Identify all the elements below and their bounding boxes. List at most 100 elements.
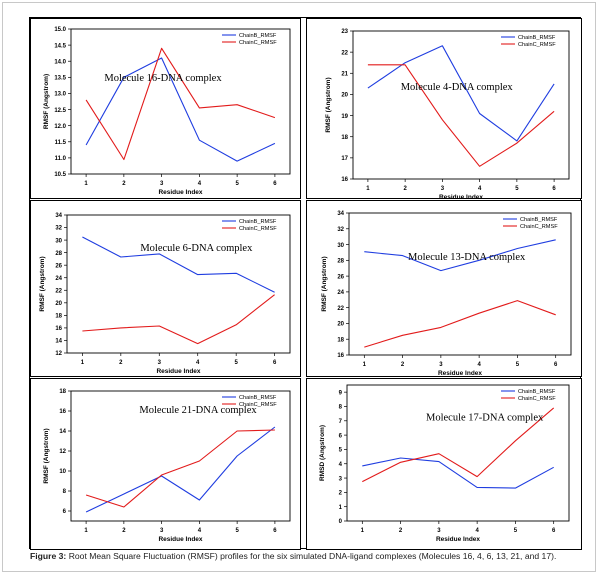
y-tick-label: 16 bbox=[341, 177, 348, 183]
plot-area bbox=[346, 384, 570, 522]
y-axis-label: RMSF (Angstrom) bbox=[43, 74, 50, 129]
y-tick-label: 4 bbox=[339, 462, 343, 468]
chart-grid: 10.5 11.0 11.5 12.0 12.5 13.0 13.5 14.0 14.5 15.0… bbox=[29, 17, 582, 550]
x-tick-label: 4 bbox=[198, 528, 202, 534]
plot-area bbox=[70, 28, 291, 175]
x-tick-label: 5 bbox=[516, 362, 520, 368]
x-tick-label: 3 bbox=[158, 360, 162, 366]
chart-panel-molecule-16: 10.5 11.0 11.5 12.0 12.5 13.0 13.5 14.0 14.5 15.0… bbox=[30, 18, 301, 199]
y-tick-label: 15.0 bbox=[54, 27, 66, 33]
chart-panel-molecule-21: 6 8 10 12 14 16 18 1 2 3 4 5 6 Residue Index RMSF (Ang… bbox=[30, 378, 301, 550]
x-axis-label: Residue Index bbox=[158, 536, 202, 543]
y-tick-label: 10 bbox=[59, 469, 66, 475]
y-tick-label: 13.5 bbox=[54, 76, 66, 82]
y-tick-label: 30 bbox=[337, 243, 344, 249]
y-tick-label: 28 bbox=[337, 259, 344, 265]
y-tick-label: 22 bbox=[341, 50, 348, 56]
x-tick-label: 3 bbox=[160, 528, 164, 534]
y-tick-label: 14.0 bbox=[54, 59, 66, 65]
legend-label: ChainB_RMSF bbox=[239, 395, 277, 401]
series-line-chainc-rmsf bbox=[85, 429, 275, 508]
y-axis-label: RMSF (Angstrom) bbox=[43, 428, 50, 483]
x-tick-label: 1 bbox=[366, 186, 370, 192]
legend-label: ChainB_RMSF bbox=[239, 219, 277, 225]
y-tick-label: 14 bbox=[55, 339, 62, 345]
y-tick-label: 20 bbox=[341, 93, 348, 99]
x-tick-label: 3 bbox=[441, 186, 445, 192]
x-tick-label: 2 bbox=[119, 360, 123, 366]
series-line-chainb-rmsf bbox=[367, 45, 555, 142]
y-tick-label: 18 bbox=[341, 135, 348, 141]
y-tick-label: 22 bbox=[337, 306, 344, 312]
x-tick-label: 6 bbox=[273, 528, 277, 534]
y-tick-label: 34 bbox=[337, 211, 344, 217]
chart-annotation: Molecule 4-DNA complex bbox=[401, 82, 514, 93]
y-tick-label: 8 bbox=[63, 489, 67, 495]
x-tick-label: 5 bbox=[235, 181, 239, 187]
y-axis-label: RMSD (Angstrom) bbox=[319, 425, 326, 481]
series-line-chainc-rmsf bbox=[362, 407, 555, 483]
x-axis-label: Residue Index bbox=[439, 194, 483, 199]
series-line-chainb-rmsf bbox=[82, 236, 275, 293]
caption-label: Figure 3: bbox=[30, 551, 67, 561]
x-tick-label: 1 bbox=[84, 528, 88, 534]
legend-label: ChainC_RMSF bbox=[239, 226, 277, 232]
x-tick-label: 5 bbox=[515, 186, 519, 192]
y-tick-label: 14.5 bbox=[54, 43, 66, 49]
y-tick-label: 26 bbox=[337, 274, 344, 280]
x-tick-label: 2 bbox=[122, 181, 126, 187]
x-axis-label: Residue Index bbox=[438, 370, 482, 377]
y-tick-label: 32 bbox=[55, 226, 62, 232]
chart-annotation: Molecule 16-DNA complex bbox=[104, 73, 222, 84]
y-tick-label: 12.5 bbox=[54, 108, 66, 114]
x-tick-label: 6 bbox=[273, 181, 277, 187]
chart-panel-molecule-13: 16 18 20 22 24 26 28 30 32 34 1 2 3 4 5 6 Residue Index R… bbox=[306, 200, 582, 377]
y-tick-label: 24 bbox=[337, 290, 344, 296]
y-tick-label: 12.0 bbox=[54, 124, 66, 130]
x-axis-label: Residue Index bbox=[158, 189, 202, 196]
series-line-chainb-rmsf bbox=[85, 57, 276, 162]
x-tick-label: 6 bbox=[554, 362, 558, 368]
y-tick-label: 12 bbox=[59, 449, 66, 455]
series-line-chainc-rmsf bbox=[367, 64, 555, 167]
series-line-chainb-rmsf bbox=[364, 239, 556, 272]
figure-caption: Figure 3: Root Mean Square Fluctuation (… bbox=[30, 551, 590, 561]
y-tick-label: 16 bbox=[59, 409, 66, 415]
y-tick-label: 20 bbox=[55, 301, 62, 307]
legend-label: ChainB_RMSF bbox=[239, 33, 277, 39]
y-tick-label: 1 bbox=[339, 505, 343, 511]
legend-label: ChainC_RMSF bbox=[520, 224, 558, 230]
caption-text: Root Mean Square Fluctuation (RMSF) prof… bbox=[68, 551, 557, 561]
plot-area bbox=[348, 212, 572, 356]
y-tick-label: 30 bbox=[55, 238, 62, 244]
plot-area bbox=[352, 30, 570, 180]
y-tick-label: 6 bbox=[339, 433, 343, 439]
y-tick-label: 12 bbox=[55, 351, 62, 357]
y-tick-label: 19 bbox=[341, 114, 348, 120]
y-tick-label: 24 bbox=[55, 276, 62, 282]
x-axis-label: Residue Index bbox=[156, 368, 200, 375]
x-tick-label: 2 bbox=[399, 528, 403, 534]
x-tick-label: 4 bbox=[475, 528, 479, 534]
legend-label: ChainB_RMSF bbox=[518, 35, 556, 41]
y-tick-label: 5 bbox=[339, 448, 343, 454]
legend-label: ChainB_RMSF bbox=[520, 217, 558, 223]
y-tick-label: 11.0 bbox=[55, 156, 67, 162]
chart-annotation: Molecule 13-DNA complex bbox=[408, 252, 526, 263]
y-tick-label: 26 bbox=[55, 263, 62, 269]
y-tick-label: 7 bbox=[339, 419, 343, 425]
series-line-chainc-rmsf bbox=[82, 294, 275, 345]
y-tick-label: 32 bbox=[337, 227, 344, 233]
y-axis-label: RMSF (Angstrom) bbox=[325, 77, 332, 132]
y-tick-label: 16 bbox=[337, 353, 344, 359]
x-tick-label: 1 bbox=[81, 360, 85, 366]
x-tick-label: 1 bbox=[363, 362, 367, 368]
y-tick-label: 8 bbox=[339, 405, 343, 411]
x-tick-label: 2 bbox=[401, 362, 405, 368]
y-tick-label: 20 bbox=[337, 322, 344, 328]
x-tick-label: 4 bbox=[196, 360, 200, 366]
y-tick-label: 22 bbox=[55, 288, 62, 294]
y-tick-label: 10.5 bbox=[54, 172, 66, 178]
y-tick-label: 3 bbox=[339, 476, 343, 482]
x-tick-label: 4 bbox=[477, 362, 481, 368]
